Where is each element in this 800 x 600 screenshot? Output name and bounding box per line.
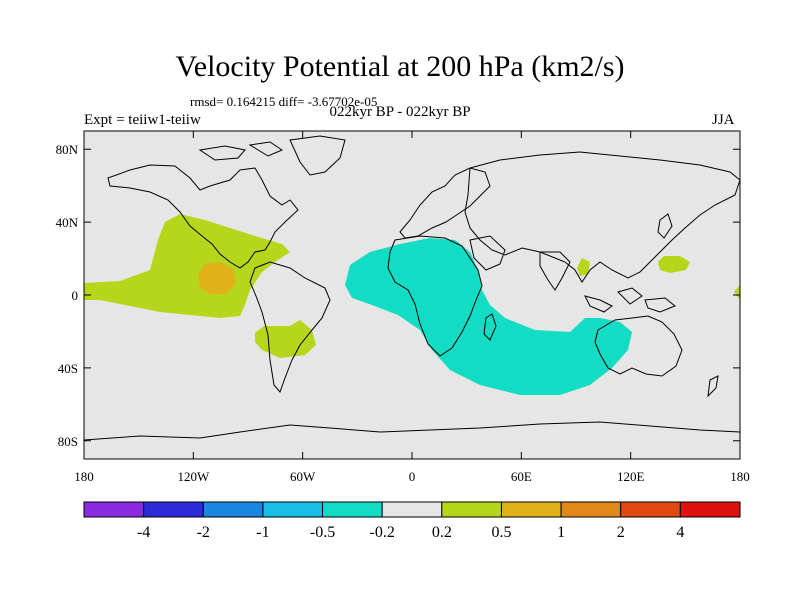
coast-maritime-continent	[584, 287, 676, 313]
lon-tick-label: 60E	[511, 469, 532, 484]
coast-south-america	[249, 261, 331, 393]
colorbar-label: 2	[617, 524, 625, 541]
coast-africa	[387, 235, 483, 357]
lon-tick-label: 0	[409, 469, 416, 484]
lon-tick-label: 180	[74, 469, 94, 484]
lat-tick-label: 40N	[56, 215, 79, 230]
lat-tick-label: 80S	[58, 434, 78, 449]
lon-tick-label: 120W	[177, 469, 210, 484]
colorbar-label: 0.2	[432, 524, 452, 541]
coast-antarctica	[84, 421, 740, 441]
coast-india	[539, 251, 571, 291]
coast-arabia	[469, 235, 506, 271]
coastlines	[84, 135, 740, 441]
lat-tick-label: 80N	[56, 142, 79, 157]
coast-europe	[399, 167, 491, 239]
season-label: JJA	[712, 112, 735, 128]
colorbar-swatch	[83, 501, 145, 518]
lat-tick-label: 40S	[58, 361, 78, 376]
colorbar-swatch	[322, 501, 383, 518]
colorbar-swatch	[441, 501, 502, 518]
colorbar-label: -1	[256, 524, 269, 541]
anomaly-pacific-positive	[84, 214, 290, 318]
colorbar-label: -0.5	[310, 524, 335, 541]
colorbar-swatch	[620, 501, 681, 518]
anomaly-west-pacific-positive	[658, 256, 690, 273]
anomaly-bay-of-bengal-positive	[577, 258, 590, 276]
latitude-axis: 80N 40N 0 40S 80S	[56, 142, 740, 449]
colorbar-label: -2	[197, 524, 210, 541]
lon-tick-label: 120E	[617, 469, 645, 484]
longitude-axis: 180 120W 60W 0 60E 120E 180	[74, 131, 750, 484]
coast-japan	[657, 213, 673, 239]
colorbar-swatch	[143, 501, 204, 518]
lon-tick-label: 60W	[290, 469, 316, 484]
colorbar-swatch	[381, 501, 443, 518]
colorbar: -4 -2 -1 -0.5 -0.2 0.2 0.5 1 2 4	[83, 501, 741, 541]
colorbar-label: 1	[557, 524, 565, 541]
anomaly-pacific-core	[198, 262, 236, 294]
stats-text: rmsd= 0.164215 diff= -3.67702e-05	[190, 94, 378, 109]
coast-greenland	[289, 135, 346, 176]
experiment-label: Expt = teiiw1-teiiw	[84, 112, 201, 128]
lat-tick-label: 0	[72, 288, 79, 303]
coast-arctic-islands	[198, 141, 284, 161]
colorbar-label: 4	[676, 524, 684, 541]
page-title: Velocity Potential at 200 hPa (km2/s)	[175, 50, 625, 83]
coast-asia	[464, 151, 740, 283]
coast-north-america	[107, 164, 299, 269]
colorbar-label: -4	[137, 524, 150, 541]
lon-tick-label: 180	[730, 469, 750, 484]
colorbar-swatch	[202, 501, 264, 518]
colorbar-swatch	[679, 501, 741, 518]
anomaly-south-america-positive	[255, 320, 316, 358]
anomaly-dateline-positive	[734, 285, 740, 300]
colorbar-swatch	[560, 501, 622, 518]
coast-madagascar	[483, 313, 497, 341]
colorbar-label: -0.2	[370, 524, 395, 541]
coast-australia	[594, 315, 683, 377]
colorbar-swatch	[262, 501, 324, 518]
coast-new-zealand	[707, 375, 719, 398]
colorbar-label: 0.5	[491, 524, 511, 541]
colorbar-swatch	[500, 501, 562, 518]
period-label: 022kyr BP - 022kyr BP	[329, 104, 471, 120]
